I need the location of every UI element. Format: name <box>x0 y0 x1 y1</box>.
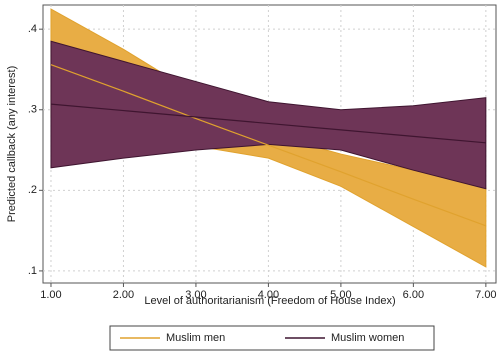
x-axis-label: Level of authoritarianism (Freedom of Ho… <box>144 295 395 307</box>
x-tick-label: 4.00 <box>258 289 279 301</box>
x-tick-label: 1.00 <box>40 289 61 301</box>
x-tick-label: 6.00 <box>403 289 424 301</box>
y-tick-label: .3 <box>28 104 37 116</box>
x-tick-label: 3.00 <box>185 289 206 301</box>
legend-label: Muslim women <box>331 332 404 344</box>
y-tick-label: .1 <box>28 265 37 277</box>
y-tick-label: .2 <box>28 184 37 196</box>
line <box>50 64 487 227</box>
y-tick-label: .4 <box>28 23 37 35</box>
x-tick-label: 2.00 <box>113 289 134 301</box>
line <box>50 103 486 144</box>
plot-frame <box>42 4 497 284</box>
legend-label: Muslim men <box>166 332 225 344</box>
y-axis-label: Predicted callback (any interest) <box>6 66 18 223</box>
x-tick-label: 5.00 <box>330 289 351 301</box>
x-tick-label: 7.00 <box>475 289 496 301</box>
confidence-band <box>50 40 487 190</box>
legend-box <box>109 325 435 351</box>
